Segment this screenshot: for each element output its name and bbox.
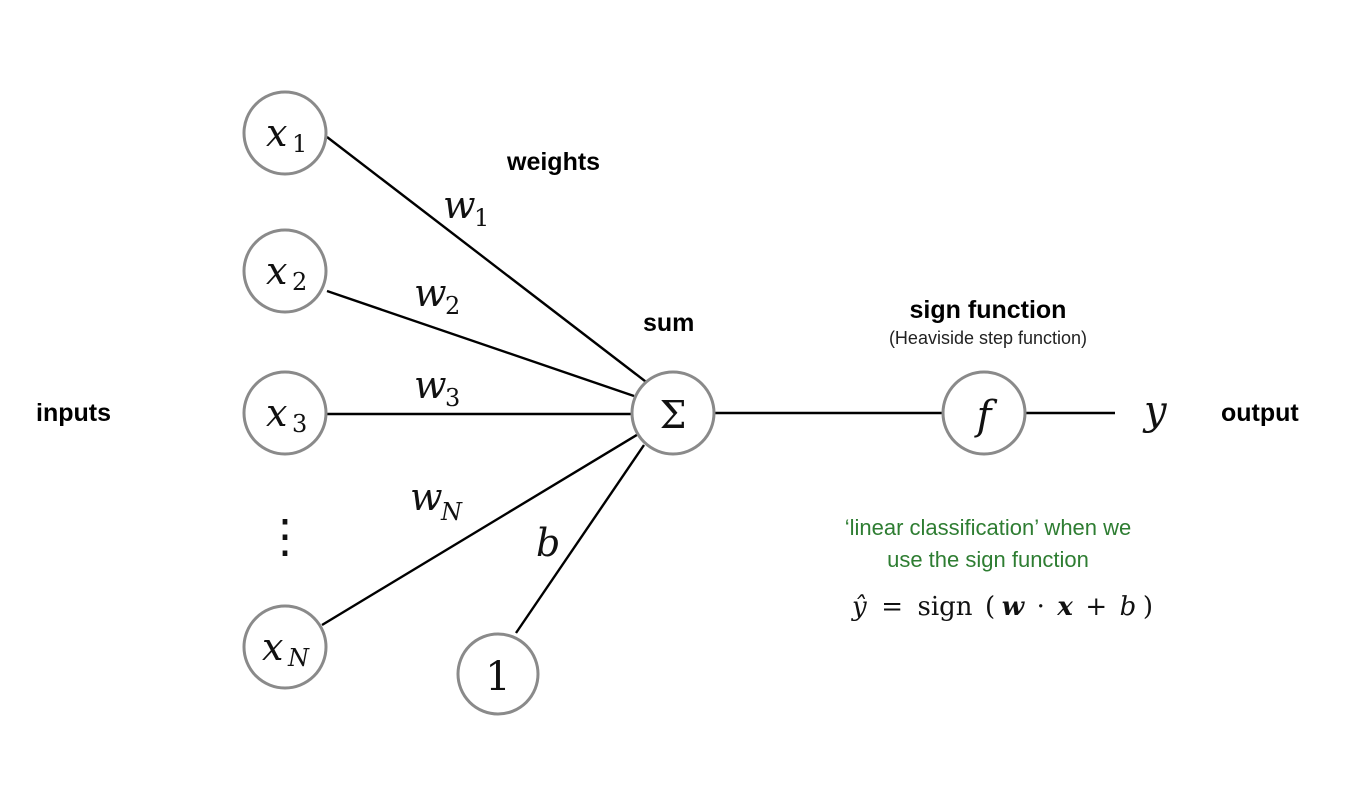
inputs-label: inputs	[36, 399, 111, 427]
formula-open-paren: (	[985, 592, 995, 622]
w1-sub: 1	[474, 204, 489, 232]
w3-base: w	[414, 363, 447, 407]
note-line-1: ‘linear classification’ when we	[845, 515, 1132, 540]
formula-equals: =	[881, 592, 903, 622]
input-x1-sub: 1	[292, 130, 307, 158]
w3-sub: 3	[445, 384, 460, 412]
edge-bias-sum	[515, 444, 645, 634]
bias-input-value: 1	[485, 654, 510, 700]
input-x3-base: x	[266, 391, 287, 435]
w2-sub: 2	[445, 292, 460, 320]
weights-label: weights	[506, 148, 600, 176]
bias-weight-label: b	[536, 521, 560, 565]
formula-w: w	[1002, 592, 1026, 622]
formula-plus: +	[1085, 592, 1107, 622]
weight-label-w3: w 3	[414, 363, 460, 412]
input-x2-base: x	[266, 249, 287, 293]
activation-node: f	[941, 370, 1027, 456]
input-x3-sub: 3	[292, 410, 307, 438]
input-node-x3: x 3	[242, 370, 328, 456]
note-line-2: use the sign function	[887, 547, 1089, 572]
output-symbol: y	[1142, 388, 1168, 434]
sign-function-sublabel: (Heaviside step function)	[889, 328, 1087, 348]
decision-formula: ŷ = sign ( w · x + b )	[851, 592, 1153, 622]
edge-xN-sum	[321, 428, 646, 627]
sum-symbol: Σ	[660, 393, 687, 437]
input-xN-base: x	[262, 625, 283, 669]
formula-dot: ·	[1037, 592, 1045, 622]
sign-function-label: sign function	[910, 296, 1067, 324]
weight-label-w2: w 2	[414, 271, 460, 320]
input-node-xN: x N	[242, 604, 328, 690]
input-x1-base: x	[266, 111, 287, 155]
input-node-x1: x 1	[242, 90, 328, 176]
input-xN-sub: N	[287, 644, 310, 672]
formula-close-paren: )	[1143, 592, 1153, 622]
output-label: output	[1221, 399, 1299, 427]
edge-x1-sum	[326, 136, 655, 389]
w2-base: w	[414, 271, 447, 315]
weight-label-w1: w 1	[443, 183, 489, 232]
w1-base: w	[443, 183, 476, 227]
wN-base: w	[410, 475, 443, 519]
inputs-ellipsis: ⋮	[262, 509, 308, 563]
formula-yhat: ŷ	[851, 592, 867, 622]
sum-label: sum	[643, 309, 694, 337]
formula-b: b	[1120, 592, 1137, 622]
edge-x2-sum	[326, 289, 635, 398]
input-x2-sub: 2	[292, 268, 307, 296]
formula-x: x	[1056, 592, 1073, 622]
wN-sub: N	[440, 498, 463, 526]
bias-input-node: 1	[456, 632, 540, 716]
formula-sign: sign	[918, 592, 973, 622]
input-node-x2: x 2	[242, 228, 328, 314]
sum-node: Σ	[630, 370, 716, 456]
weight-label-wN: w N	[410, 475, 463, 526]
